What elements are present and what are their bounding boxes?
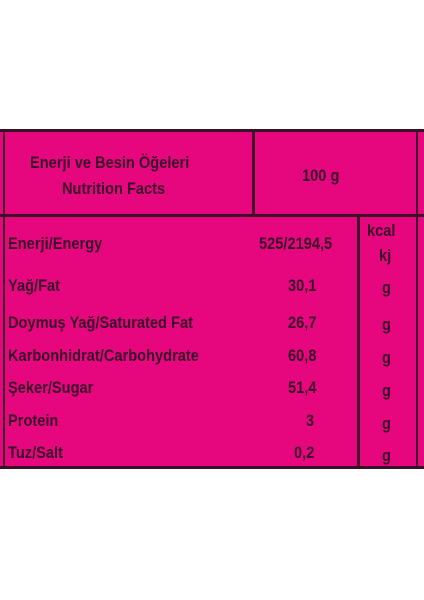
row-name-sugar: Şeker/Sugar [8, 378, 94, 397]
left-border [3, 132, 5, 466]
nutrition-facts-table: Enerji ve Besin Öğeleri Nutrition Facts … [0, 129, 424, 469]
row-value-protein: 3 [306, 411, 315, 430]
header-title-tr: Enerji ve Besin Öğeleri [30, 153, 190, 172]
column-divider-1 [252, 132, 255, 216]
row-value-sugar: 51,4 [288, 378, 317, 397]
row-unit-energy-kj: kj [379, 246, 392, 265]
row-name-carbohydrate: Karbonhidrat/Carbohydrate [8, 346, 199, 365]
row-unit-protein: g [382, 414, 391, 433]
row-value-salt: 0,2 [294, 443, 315, 462]
right-border [416, 132, 418, 466]
row-name-protein: Protein [8, 411, 59, 430]
row-value-saturated-fat: 26,7 [288, 313, 317, 332]
row-value-carbohydrate: 60,8 [288, 346, 317, 365]
header-title-en: Nutrition Facts [62, 179, 166, 198]
row-name-energy: Enerji/Energy [8, 234, 103, 253]
row-unit-carbohydrate: g [382, 348, 391, 367]
row-name-fat: Yağ/Fat [8, 276, 61, 295]
row-value-energy: 525/2194,5 [259, 234, 333, 253]
row-unit-fat: g [382, 278, 391, 297]
row-unit-sugar: g [382, 381, 391, 400]
row-unit-saturated-fat: g [382, 315, 391, 334]
header-divider [0, 214, 424, 217]
row-unit-salt: g [382, 446, 391, 465]
row-name-saturated-fat: Doymuş Yağ/Saturated Fat [8, 313, 193, 332]
row-name-salt: Tuz/Salt [8, 443, 63, 462]
row-unit-energy-kcal: kcal [367, 221, 396, 240]
column-divider-value [357, 216, 360, 466]
header-amount: 100 g [302, 166, 340, 185]
row-value-fat: 30,1 [288, 276, 317, 295]
